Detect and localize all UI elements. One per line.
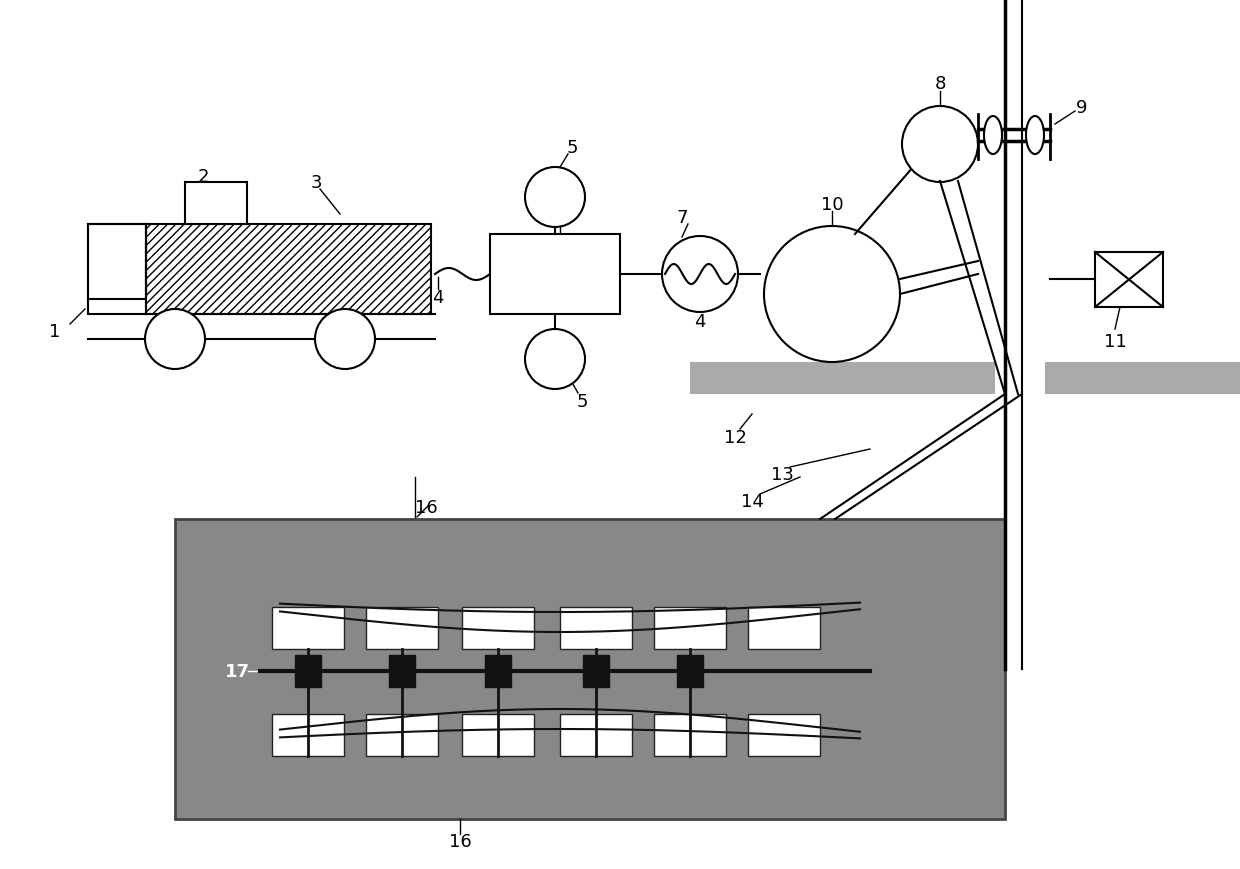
Bar [583, 655, 609, 687]
Bar [88, 225, 146, 300]
Bar [653, 607, 725, 649]
Bar [272, 714, 343, 756]
Text: 4: 4 [694, 313, 706, 330]
Bar [1095, 253, 1163, 308]
Text: 17: 17 [224, 662, 249, 680]
Text: 7: 7 [676, 209, 688, 227]
Text: 1: 1 [50, 322, 61, 341]
Bar [1045, 362, 1240, 395]
Ellipse shape [1025, 116, 1044, 155]
Bar [463, 607, 534, 649]
Bar [389, 655, 415, 687]
Circle shape [525, 168, 585, 228]
Text: 4: 4 [433, 289, 444, 307]
Text: 8: 8 [934, 75, 946, 93]
Circle shape [525, 329, 585, 389]
Text: 5: 5 [567, 139, 578, 156]
Bar [560, 607, 632, 649]
Bar [485, 655, 511, 687]
Bar [272, 607, 343, 649]
Bar [748, 714, 820, 756]
Text: 13: 13 [770, 466, 794, 483]
Circle shape [662, 236, 738, 313]
Text: 16: 16 [415, 499, 438, 516]
Circle shape [901, 107, 978, 182]
Text: 6: 6 [562, 191, 573, 209]
Text: 14: 14 [740, 493, 764, 510]
Text: 11: 11 [1104, 333, 1126, 350]
Bar [677, 655, 703, 687]
Circle shape [764, 227, 900, 362]
Bar [185, 182, 247, 225]
Circle shape [145, 309, 205, 369]
Text: 5: 5 [577, 393, 588, 410]
Bar [748, 607, 820, 649]
Bar [653, 714, 725, 756]
Bar [689, 362, 994, 395]
Text: 3: 3 [310, 174, 321, 192]
Text: 2: 2 [197, 168, 208, 186]
Bar [175, 520, 1004, 819]
Bar [463, 714, 534, 756]
Circle shape [315, 309, 374, 369]
Bar [295, 655, 321, 687]
Bar [366, 607, 438, 649]
Text: 10: 10 [821, 196, 843, 214]
Text: 9: 9 [1076, 99, 1087, 116]
Bar [560, 714, 632, 756]
Bar [490, 235, 620, 315]
Bar [366, 714, 438, 756]
Text: 12: 12 [724, 428, 746, 447]
Bar [146, 225, 432, 315]
Ellipse shape [985, 116, 1002, 155]
Text: 16: 16 [449, 832, 471, 850]
